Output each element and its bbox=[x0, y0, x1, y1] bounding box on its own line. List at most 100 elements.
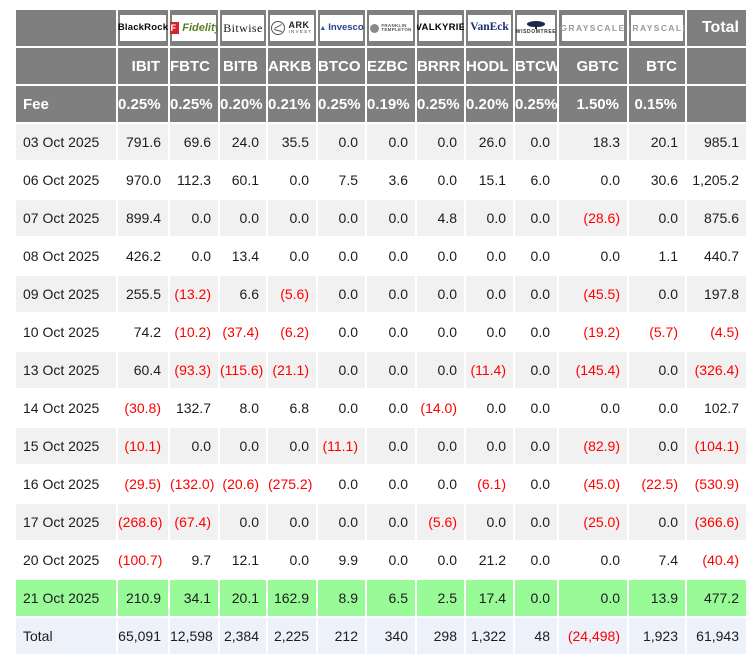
flow-cell: (100.7) bbox=[118, 542, 168, 578]
flow-cell: (28.6) bbox=[559, 200, 627, 236]
valkyrie-logo: VALKYRIE bbox=[419, 15, 462, 41]
flow-cell: 0.0 bbox=[318, 124, 365, 160]
franklin-wordmark: FRANKLINTEMPLETON bbox=[381, 24, 411, 33]
flow-cell: 0.0 bbox=[515, 200, 557, 236]
flow-cell: (115.6) bbox=[220, 352, 266, 388]
flow-cell: 0.0 bbox=[466, 314, 513, 350]
logo-row: BlackRockFFidelityBitwiseARKINVEST▲Inves… bbox=[16, 10, 746, 46]
flow-cell: 0.0 bbox=[268, 542, 316, 578]
flow-cell: (45.0) bbox=[559, 466, 627, 502]
flow-cell: 0.0 bbox=[515, 124, 557, 160]
flow-cell: 0.0 bbox=[367, 428, 415, 464]
table-row: 13 Oct 202560.4(93.3)(115.6)(21.1)0.00.0… bbox=[16, 352, 746, 388]
etf-flow-page: BlackRockFFidelityBitwiseARKINVEST▲Inves… bbox=[0, 0, 748, 660]
total-flow-cell: 1,923 bbox=[629, 618, 685, 654]
flow-cell: 60.1 bbox=[220, 162, 266, 198]
flow-cell: 3.6 bbox=[367, 162, 415, 198]
provider-logo-cell: GRAYSCALE bbox=[559, 10, 627, 46]
flow-cell: 0.0 bbox=[220, 504, 266, 540]
flow-cell: 0.0 bbox=[367, 542, 415, 578]
provider-logo-cell: FRANKLINTEMPLETON bbox=[367, 10, 415, 46]
flow-cell: 899.4 bbox=[118, 200, 168, 236]
ticker-btcw: BTCW bbox=[515, 48, 557, 84]
row-total-cell: 477.2 bbox=[687, 580, 746, 616]
flow-cell: 12.1 bbox=[220, 542, 266, 578]
flow-cell: 0.0 bbox=[318, 238, 365, 274]
flow-cell: 21.2 bbox=[466, 542, 513, 578]
ticker-gbtc: GBTC bbox=[559, 48, 627, 84]
grayscale-wordmark: GRAYSCALE bbox=[560, 24, 625, 33]
flow-cell: (11.4) bbox=[466, 352, 513, 388]
flow-cell: 0.0 bbox=[515, 428, 557, 464]
flow-cell: 17.4 bbox=[466, 580, 513, 616]
flow-cell: 0.0 bbox=[318, 200, 365, 236]
total-flow-cell: 340 bbox=[367, 618, 415, 654]
row-total-cell: (104.1) bbox=[687, 428, 746, 464]
flow-cell: 0.0 bbox=[367, 124, 415, 160]
flow-cell: 426.2 bbox=[118, 238, 168, 274]
flow-cell: 0.0 bbox=[515, 352, 557, 388]
ticker-bitb: BITB bbox=[220, 48, 266, 84]
table-row: 16 Oct 2025(29.5)(132.0)(20.6)(275.2)0.0… bbox=[16, 466, 746, 502]
flow-cell: (82.9) bbox=[559, 428, 627, 464]
flow-cell: 0.0 bbox=[466, 428, 513, 464]
flow-cell: 30.6 bbox=[629, 162, 685, 198]
date-cell: 21 Oct 2025 bbox=[16, 580, 116, 616]
date-cell: 08 Oct 2025 bbox=[16, 238, 116, 274]
flow-cell: 74.2 bbox=[118, 314, 168, 350]
blackrock-logo: BlackRock bbox=[120, 15, 166, 41]
flow-cell: (5.6) bbox=[417, 504, 464, 540]
ticker-arkb: ARKB bbox=[268, 48, 316, 84]
total-flow-cell: 12,598 bbox=[170, 618, 218, 654]
flow-cell: (30.8) bbox=[118, 390, 168, 426]
flow-cell: 34.1 bbox=[170, 580, 218, 616]
table-body: 03 Oct 2025791.669.624.035.50.00.00.026.… bbox=[16, 124, 746, 654]
flow-cell: 0.0 bbox=[170, 428, 218, 464]
flow-cell: 0.0 bbox=[559, 580, 627, 616]
flow-cell: 8.0 bbox=[220, 390, 266, 426]
row-total-cell: 875.6 bbox=[687, 200, 746, 236]
flow-cell: 13.9 bbox=[629, 580, 685, 616]
row-total-cell: 102.7 bbox=[687, 390, 746, 426]
invesco-wordmark: Invesco bbox=[328, 23, 363, 33]
flow-cell: 0.0 bbox=[268, 162, 316, 198]
date-cell: 14 Oct 2025 bbox=[16, 390, 116, 426]
ticker-row-corner bbox=[16, 48, 116, 84]
flow-cell: (93.3) bbox=[170, 352, 218, 388]
valkyrie-wordmark: VALKYRIE bbox=[417, 23, 464, 33]
provider-logo-cell: VALKYRIE bbox=[417, 10, 464, 46]
flow-cell: 0.0 bbox=[515, 314, 557, 350]
fee-value-cell: 0.25% bbox=[170, 86, 218, 122]
flow-cell: 0.0 bbox=[629, 200, 685, 236]
total-flow-cell: 298 bbox=[417, 618, 464, 654]
flow-cell: 0.0 bbox=[515, 390, 557, 426]
flow-cell: (6.1) bbox=[466, 466, 513, 502]
table-row: 08 Oct 2025426.20.013.40.00.00.00.00.00.… bbox=[16, 238, 746, 274]
flow-cell: 0.0 bbox=[417, 238, 464, 274]
table-row: 06 Oct 2025970.0112.360.10.07.53.60.015.… bbox=[16, 162, 746, 198]
flow-cell: (14.0) bbox=[417, 390, 464, 426]
flow-cell: 0.0 bbox=[466, 238, 513, 274]
grand-total-cell: 61,943 bbox=[687, 618, 746, 654]
flow-cell: 7.5 bbox=[318, 162, 365, 198]
flow-cell: 9.9 bbox=[318, 542, 365, 578]
fee-row-label: Fee bbox=[16, 86, 116, 122]
flow-cell: 0.0 bbox=[367, 466, 415, 502]
flow-cell: 0.0 bbox=[417, 162, 464, 198]
flow-cell: (45.5) bbox=[559, 276, 627, 312]
flow-cell: 0.0 bbox=[268, 238, 316, 274]
wisdomtree-logo: WISDOMTREE bbox=[517, 15, 556, 41]
flow-cell: 15.1 bbox=[466, 162, 513, 198]
flow-cell: (21.1) bbox=[268, 352, 316, 388]
fee-row-total-spacer bbox=[687, 86, 746, 122]
fee-value-cell: 0.19% bbox=[367, 86, 415, 122]
flow-cell: 0.0 bbox=[559, 162, 627, 198]
row-total-cell: (326.4) bbox=[687, 352, 746, 388]
flow-cell: (67.4) bbox=[170, 504, 218, 540]
ark-logo: ARKINVEST bbox=[270, 15, 314, 41]
flow-cell: 0.0 bbox=[629, 504, 685, 540]
ticker-ezbc: EZBC bbox=[367, 48, 415, 84]
date-cell: 06 Oct 2025 bbox=[16, 162, 116, 198]
flow-cell: 0.0 bbox=[318, 352, 365, 388]
total-flow-cell: (24,498) bbox=[559, 618, 627, 654]
